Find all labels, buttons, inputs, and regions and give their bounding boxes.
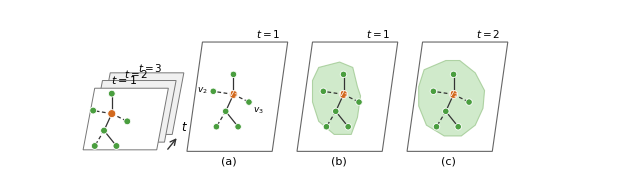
Polygon shape <box>312 62 360 134</box>
Circle shape <box>100 127 108 134</box>
Circle shape <box>92 143 98 149</box>
Text: $v_3$: $v_3$ <box>253 105 264 116</box>
Circle shape <box>235 124 241 130</box>
Circle shape <box>449 90 458 98</box>
Text: (b): (b) <box>331 157 346 167</box>
Text: $t=1$: $t=1$ <box>256 28 280 41</box>
Text: $v_2$: $v_2$ <box>197 85 208 96</box>
Polygon shape <box>187 42 288 151</box>
Polygon shape <box>83 88 168 150</box>
Circle shape <box>229 90 237 98</box>
Polygon shape <box>407 42 508 151</box>
Circle shape <box>430 88 436 95</box>
Circle shape <box>90 107 97 114</box>
Circle shape <box>320 88 326 95</box>
Circle shape <box>340 71 347 78</box>
Text: $t=1$: $t=1$ <box>366 28 390 41</box>
Circle shape <box>339 90 348 98</box>
Text: $v_2$: $v_2$ <box>448 89 459 100</box>
Polygon shape <box>419 61 484 136</box>
Circle shape <box>108 90 115 97</box>
Circle shape <box>113 143 120 149</box>
Text: $t=2$: $t=2$ <box>476 28 500 41</box>
Circle shape <box>433 124 440 130</box>
Text: $v_1$: $v_1$ <box>338 89 349 100</box>
Circle shape <box>213 124 220 130</box>
Polygon shape <box>99 73 184 134</box>
Text: (c): (c) <box>441 157 456 167</box>
Circle shape <box>230 71 237 78</box>
Circle shape <box>466 99 472 105</box>
Circle shape <box>442 108 449 115</box>
Circle shape <box>451 71 457 78</box>
Circle shape <box>210 88 216 95</box>
Polygon shape <box>297 42 397 151</box>
Polygon shape <box>91 81 176 142</box>
Text: $t=3$: $t=3$ <box>138 62 163 74</box>
Circle shape <box>223 108 229 115</box>
Text: (a): (a) <box>221 157 236 167</box>
Circle shape <box>455 124 461 130</box>
Text: $v_1$: $v_1$ <box>228 89 239 100</box>
Circle shape <box>345 124 351 130</box>
Text: $t=1$: $t=1$ <box>111 74 136 86</box>
Circle shape <box>246 99 252 105</box>
Circle shape <box>108 110 116 118</box>
Circle shape <box>323 124 330 130</box>
Text: $t=2$: $t=2$ <box>124 68 148 80</box>
Text: $t$: $t$ <box>180 121 188 134</box>
Circle shape <box>356 99 362 105</box>
Circle shape <box>124 118 131 125</box>
Circle shape <box>333 108 339 115</box>
